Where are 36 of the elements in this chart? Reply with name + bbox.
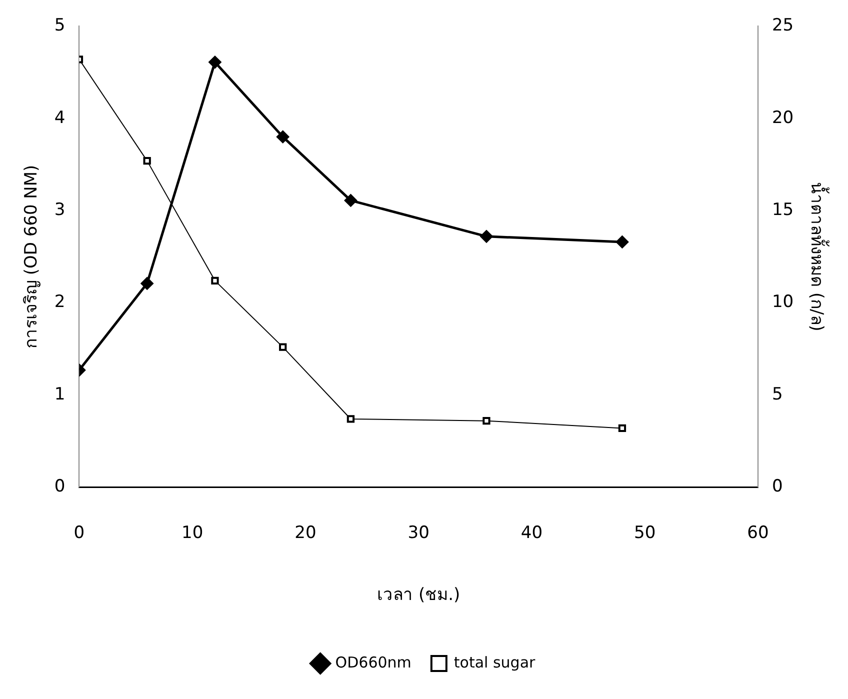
y2-tick-label: 15 xyxy=(772,200,794,220)
y2-tick-label: 20 xyxy=(772,108,794,128)
point xyxy=(276,130,290,144)
point xyxy=(480,230,493,243)
point xyxy=(482,416,490,425)
y-tick-label: 0 xyxy=(54,476,66,497)
x-tick-label: 0 xyxy=(74,522,85,543)
y-tick-label: 5 xyxy=(54,16,66,36)
point xyxy=(279,343,287,351)
y2-tick-label: 5 xyxy=(772,384,783,404)
point xyxy=(208,56,222,69)
y-tick-label: 3 xyxy=(54,200,66,220)
y-tick-label: 2 xyxy=(54,292,66,312)
x-tick-label: 30 xyxy=(408,522,430,543)
y-tick-label: 4 xyxy=(54,108,66,128)
point xyxy=(346,415,355,423)
y2-tick-label: 25 xyxy=(772,16,794,36)
y2-tick-label: 0 xyxy=(772,476,783,497)
y-axis-title: การเจริญ (OD 660 NM) xyxy=(22,164,42,349)
point xyxy=(344,194,358,207)
point xyxy=(211,276,219,284)
x-tick-label: 60 xyxy=(747,522,769,543)
point xyxy=(140,276,154,290)
point xyxy=(143,156,151,165)
y-tick-label: 1 xyxy=(54,384,66,404)
legend-label: OD660nm xyxy=(335,653,412,672)
x-tick-label: 50 xyxy=(634,522,656,543)
x-tick-label: 10 xyxy=(182,522,204,543)
y2-tick-label: 10 xyxy=(772,292,794,312)
point xyxy=(618,424,626,432)
x-tick-label: 40 xyxy=(520,522,543,543)
x-axis-title: เวลา (ชม.) xyxy=(377,585,460,606)
x-tick-label: 20 xyxy=(294,522,316,543)
y2-axis-title: น้ำตาลทั้งหมด (ก/ล) xyxy=(806,182,830,332)
point xyxy=(616,235,629,248)
legend-label: total sugar xyxy=(454,653,536,672)
